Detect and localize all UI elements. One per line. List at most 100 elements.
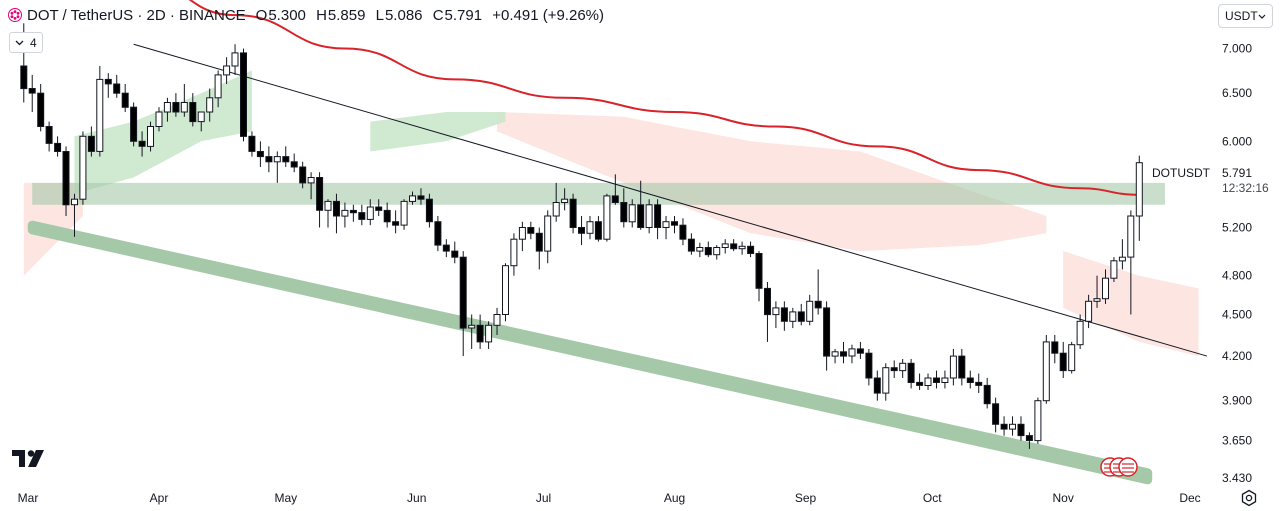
candle[interactable] bbox=[941, 370, 949, 389]
candle[interactable] bbox=[62, 146, 70, 217]
candle[interactable] bbox=[1017, 416, 1025, 441]
candle[interactable] bbox=[214, 70, 222, 108]
candle[interactable] bbox=[671, 216, 678, 234]
candle[interactable] bbox=[290, 153, 298, 173]
candle[interactable] bbox=[138, 131, 146, 157]
candle[interactable] bbox=[1068, 341, 1076, 374]
candle[interactable] bbox=[341, 202, 349, 228]
candle[interactable] bbox=[747, 241, 755, 258]
candle[interactable] bbox=[1042, 334, 1050, 404]
candle[interactable] bbox=[662, 216, 670, 240]
candle[interactable] bbox=[831, 348, 839, 364]
candle[interactable] bbox=[223, 57, 231, 84]
candle[interactable] bbox=[637, 180, 645, 230]
candle[interactable] bbox=[451, 241, 459, 264]
candle[interactable] bbox=[1093, 275, 1101, 308]
candle[interactable] bbox=[324, 199, 332, 228]
candle[interactable] bbox=[1051, 334, 1059, 364]
candle[interactable] bbox=[28, 74, 36, 112]
candle[interactable] bbox=[392, 210, 400, 234]
candle[interactable] bbox=[1085, 294, 1093, 329]
candle[interactable] bbox=[189, 93, 197, 127]
descending-trendline[interactable] bbox=[133, 43, 1208, 357]
currency-select[interactable]: USDT bbox=[1218, 4, 1273, 28]
candle[interactable] bbox=[333, 193, 340, 234]
candle[interactable] bbox=[687, 233, 695, 255]
candle[interactable] bbox=[240, 48, 247, 142]
candle[interactable] bbox=[764, 281, 771, 342]
candle[interactable] bbox=[679, 218, 687, 246]
candle[interactable] bbox=[1118, 239, 1126, 270]
candle[interactable] bbox=[696, 242, 704, 258]
candle[interactable] bbox=[933, 370, 940, 389]
candle[interactable] bbox=[87, 126, 95, 157]
candle[interactable] bbox=[958, 348, 966, 386]
candle[interactable] bbox=[713, 245, 721, 260]
candle[interactable] bbox=[147, 121, 154, 152]
candle[interactable] bbox=[299, 161, 307, 189]
moving-average-line[interactable] bbox=[134, 0, 1140, 196]
candle[interactable] bbox=[425, 193, 433, 228]
candle[interactable] bbox=[273, 151, 281, 183]
candle[interactable] bbox=[730, 239, 738, 252]
candle[interactable] bbox=[349, 204, 357, 222]
candle[interactable] bbox=[1076, 314, 1084, 349]
candle[interactable] bbox=[1009, 416, 1016, 436]
candle[interactable] bbox=[823, 301, 831, 371]
candle[interactable] bbox=[721, 239, 729, 254]
candle[interactable] bbox=[409, 191, 416, 205]
candle[interactable] bbox=[772, 301, 780, 329]
candle[interactable] bbox=[1102, 269, 1109, 304]
candle[interactable] bbox=[865, 348, 873, 386]
candle[interactable] bbox=[502, 263, 509, 322]
candle[interactable] bbox=[907, 358, 915, 389]
candle[interactable] bbox=[806, 294, 814, 326]
candle[interactable] bbox=[983, 377, 991, 409]
candle[interactable] bbox=[890, 360, 898, 378]
candle[interactable] bbox=[282, 146, 290, 167]
candle[interactable] bbox=[966, 370, 974, 389]
candle[interactable] bbox=[586, 216, 594, 240]
candle[interactable] bbox=[231, 44, 239, 75]
candle[interactable] bbox=[924, 373, 932, 390]
candle[interactable] bbox=[628, 199, 636, 228]
candle[interactable] bbox=[789, 307, 797, 329]
candle[interactable] bbox=[527, 221, 535, 240]
candle[interactable] bbox=[248, 131, 256, 157]
candle[interactable] bbox=[848, 344, 856, 364]
candle[interactable] bbox=[1127, 210, 1135, 315]
candle[interactable] bbox=[434, 216, 442, 252]
candle[interactable] bbox=[755, 251, 763, 302]
candle[interactable] bbox=[121, 83, 129, 112]
candle[interactable] bbox=[654, 199, 662, 240]
candle[interactable] bbox=[104, 73, 112, 98]
candle[interactable] bbox=[180, 83, 188, 117]
candle[interactable] bbox=[992, 397, 1000, 433]
candle[interactable] bbox=[510, 233, 518, 276]
candle[interactable] bbox=[459, 251, 467, 357]
candle[interactable] bbox=[561, 188, 569, 211]
candle[interactable] bbox=[535, 227, 543, 270]
candle[interactable] bbox=[603, 193, 611, 242]
candle[interactable] bbox=[1000, 416, 1008, 436]
gear-icon[interactable] bbox=[1240, 489, 1258, 507]
candle[interactable] bbox=[704, 241, 712, 258]
candle[interactable] bbox=[916, 373, 924, 390]
candle[interactable] bbox=[840, 341, 847, 364]
candle[interactable] bbox=[611, 174, 619, 205]
candle[interactable] bbox=[1135, 155, 1143, 241]
candle[interactable] bbox=[265, 146, 273, 173]
candle[interactable] bbox=[797, 303, 805, 326]
candle[interactable] bbox=[578, 216, 585, 246]
candle[interactable] bbox=[206, 88, 214, 122]
candle[interactable] bbox=[417, 188, 425, 205]
candle[interactable] bbox=[307, 172, 315, 200]
candle[interactable] bbox=[620, 188, 628, 228]
candle[interactable] bbox=[738, 241, 746, 255]
candle[interactable] bbox=[197, 111, 205, 132]
candle[interactable] bbox=[899, 358, 907, 378]
candle[interactable] bbox=[172, 93, 180, 117]
candle[interactable] bbox=[594, 216, 602, 242]
symbol-title[interactable]: DOT / TetherUS · 2D · BINANCE bbox=[27, 6, 246, 24]
candle[interactable] bbox=[1034, 397, 1042, 444]
